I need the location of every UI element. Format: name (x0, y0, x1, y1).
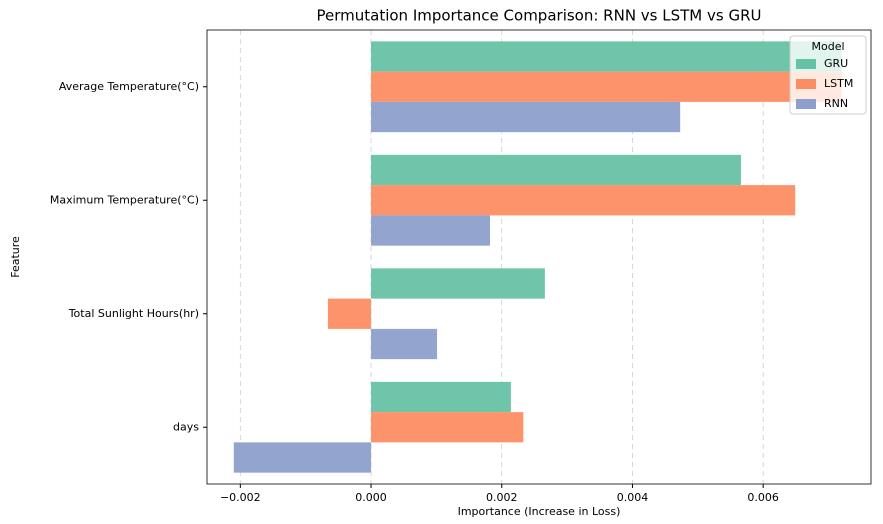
legend-label: RNN (824, 97, 848, 110)
x-tick-label: 0.004 (617, 491, 649, 504)
bar (371, 71, 842, 102)
legend-swatch (796, 99, 816, 109)
bar (371, 268, 545, 299)
x-axis-label: Importance (Increase in Loss) (458, 505, 621, 518)
x-tick-label: 0.000 (355, 491, 387, 504)
bar (327, 298, 372, 329)
y-tick-label: Maximum Temperature(°C) (50, 193, 199, 206)
bar (371, 412, 524, 443)
legend-box (789, 35, 867, 115)
bar (371, 328, 438, 360)
y-axis-label: Feature (9, 236, 22, 278)
chart-title: Permutation Importance Comparison: RNN v… (316, 7, 761, 25)
bar (371, 215, 490, 246)
bar (371, 154, 741, 186)
x-tick-label: −0.002 (220, 491, 261, 504)
legend-title: Model (811, 40, 844, 53)
bar (371, 381, 511, 413)
legend-swatch (796, 79, 816, 89)
plot-frame (206, 29, 872, 485)
legend-label: LSTM (824, 77, 853, 90)
x-tick-label: 0.002 (486, 491, 518, 504)
bar (371, 101, 681, 133)
x-tick-label: 0.006 (747, 491, 779, 504)
bar (233, 442, 372, 473)
bar (371, 41, 842, 72)
legend-swatch (796, 59, 816, 69)
y-tick-label: Total Sunlight Hours(hr) (68, 307, 199, 320)
y-tick-label: days (173, 420, 199, 433)
bar (371, 185, 796, 216)
legend-label: GRU (824, 57, 848, 70)
y-tick-label: Average Temperature(°C) (59, 80, 199, 93)
